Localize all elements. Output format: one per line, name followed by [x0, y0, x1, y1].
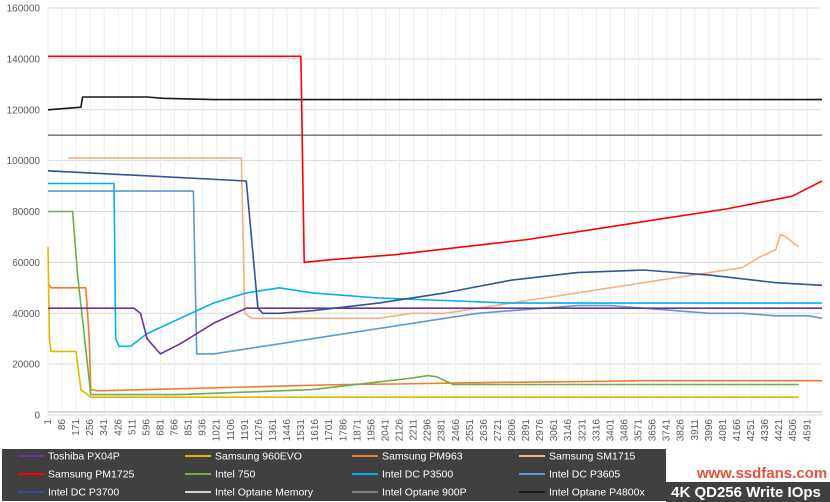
y-tick-label: 40000	[12, 309, 40, 320]
x-tick-label: 4336	[760, 419, 771, 442]
legend-label: Samsung SM1715	[549, 451, 636, 463]
x-axis-ticks: 1 86 171 256 341 426 511 596 681 766 851 936 1021 110…	[43, 419, 813, 442]
x-tick-label: 171	[71, 419, 82, 436]
x-tick-label: 3911	[690, 419, 701, 441]
x-tick-label: 4251	[746, 419, 757, 442]
x-tick-label: 1361	[268, 419, 279, 442]
legend-label: Intel Optane 900P	[382, 487, 467, 499]
y-tick-label: 0	[34, 411, 40, 422]
x-tick-label: 3146	[563, 419, 574, 442]
x-tick-label: 1701	[324, 419, 335, 442]
series-line-4	[48, 55, 823, 264]
x-tick-label: 4421	[774, 419, 785, 442]
x-tick-label: 3826	[676, 419, 687, 442]
legend: Toshiba PX04P Samsung 960EVO Samsung PM963…	[18, 451, 645, 499]
x-tick-label: 3231	[577, 419, 588, 442]
x-tick-label: 2551	[465, 419, 476, 442]
legend-label: Intel 750	[215, 469, 255, 481]
chart-title: 4K QD256 Write IOps	[671, 484, 821, 501]
x-tick-label: 1786	[338, 419, 349, 442]
series-line-6	[48, 182, 822, 348]
x-tick-label: 2296	[423, 419, 434, 442]
series-line-5	[48, 210, 799, 396]
x-tick-label: 1106	[226, 419, 237, 441]
x-tick-label: 2466	[451, 419, 462, 442]
x-tick-label: 1531	[296, 419, 307, 442]
x-tick-label: 1191	[240, 419, 251, 441]
y-tick-label: 20000	[12, 360, 40, 371]
y-tick-label: 160000	[7, 4, 41, 15]
x-tick-label: 2211	[409, 419, 420, 441]
series-line-0	[48, 307, 822, 355]
legend-panel	[2, 449, 666, 501]
y-tick-label: 100000	[7, 156, 41, 167]
x-tick-label: 2976	[535, 419, 546, 442]
x-tick-label: 2126	[395, 419, 406, 442]
legend-label: Intel DC P3500	[382, 469, 453, 481]
x-tick-label: 256	[85, 419, 96, 436]
legend-label: Intel DC P3605	[549, 469, 620, 481]
x-tick-label: 3656	[648, 419, 659, 442]
x-tick-label: 3996	[704, 419, 715, 442]
legend-label: Toshiba PX04P	[48, 451, 120, 463]
x-tick-label: 426	[113, 419, 124, 436]
x-tick-label: 2891	[521, 419, 532, 442]
x-tick-label: 766	[170, 419, 181, 436]
series-line-1	[47, 247, 799, 399]
y-axis-ticks: 0 20000 40000 60000 80000 100000 120000 140000 1…	[7, 4, 41, 422]
x-tick-label: 3401	[605, 419, 616, 442]
x-tick-label: 1021	[212, 419, 223, 442]
x-tick-label: 936	[198, 419, 209, 436]
legend-label: Samsung PM1725	[48, 469, 135, 481]
x-tick-label: 511	[127, 419, 138, 435]
y-tick-label: 60000	[12, 258, 40, 269]
series-line-2	[48, 284, 822, 392]
y-tick-label: 140000	[7, 54, 41, 65]
x-tick-label: 1871	[352, 419, 363, 442]
x-tick-label: 1956	[366, 419, 377, 442]
x-tick-label: 851	[184, 419, 195, 436]
x-tick-label: 2636	[479, 419, 490, 442]
x-tick-label: 4506	[788, 419, 799, 442]
series-line-8	[47, 170, 823, 315]
legend-label: Intel Optane P4800x	[549, 487, 645, 499]
x-tick-label: 3061	[549, 419, 560, 442]
x-tick-label: 1	[43, 419, 54, 425]
x-tick-label: 681	[155, 419, 166, 436]
x-tick-label: 3571	[634, 419, 645, 442]
x-tick-label: 4081	[718, 419, 729, 442]
x-tick-label: 3316	[591, 419, 602, 442]
x-tick-label: 2041	[380, 419, 391, 442]
series-line-11	[47, 96, 822, 111]
x-tick-label: 4591	[802, 419, 813, 442]
x-tick-label: 2381	[437, 419, 448, 442]
x-tick-label: 1446	[282, 419, 293, 442]
title-panel	[666, 482, 830, 502]
x-tick-label: 2721	[493, 419, 504, 442]
legend-label: Samsung PM963	[382, 451, 463, 463]
series-line-7	[48, 190, 823, 355]
legend-label: Intel Optane Memory	[215, 487, 314, 499]
x-tick-label: 596	[141, 419, 152, 436]
x-tick-label: 3741	[662, 419, 673, 442]
x-tick-label: 3486	[619, 419, 630, 442]
x-tick-label: 86	[57, 419, 68, 431]
x-tick-label: 1276	[254, 419, 265, 442]
y-tick-label: 120000	[7, 105, 41, 116]
x-tick-label: 1616	[310, 419, 321, 442]
x-tick-label: 4166	[732, 419, 743, 442]
watermark-text: www.ssdfans.com	[696, 465, 827, 482]
legend-label: Intel DC P3700	[48, 487, 119, 499]
x-tick-label: 2806	[507, 419, 518, 442]
y-tick-label: 80000	[12, 207, 40, 218]
legend-label: Samsung 960EVO	[215, 451, 302, 463]
x-tick-label: 341	[99, 419, 110, 436]
series-lines	[47, 55, 823, 413]
